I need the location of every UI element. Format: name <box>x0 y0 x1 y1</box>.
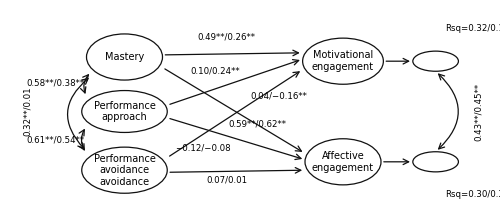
Ellipse shape <box>82 147 167 193</box>
Text: 0.58**/0.38**: 0.58**/0.38** <box>26 79 84 88</box>
Text: 0.04/−0.16**: 0.04/−0.16** <box>250 91 308 100</box>
Text: Performance
approach: Performance approach <box>94 101 156 122</box>
Ellipse shape <box>82 91 167 132</box>
Text: 0.49**/0.26**: 0.49**/0.26** <box>198 33 256 41</box>
Ellipse shape <box>302 38 384 84</box>
Text: 0.10/0.24**: 0.10/0.24** <box>190 66 240 75</box>
Text: Rsq=0.30/0.35: Rsq=0.30/0.35 <box>445 190 500 199</box>
Text: 0.59**/0.62**: 0.59**/0.62** <box>228 120 286 129</box>
Text: Performance
avoidance
avoidance: Performance avoidance avoidance <box>94 154 156 187</box>
Text: 0.61**/0.54**: 0.61**/0.54** <box>26 135 84 144</box>
Text: −0.12/−0.08: −0.12/−0.08 <box>175 144 231 153</box>
Circle shape <box>413 51 459 71</box>
Ellipse shape <box>86 34 162 80</box>
Text: Mastery: Mastery <box>105 52 144 62</box>
Circle shape <box>413 152 459 172</box>
Text: Affective
engagement: Affective engagement <box>312 151 374 173</box>
Text: 0.07/0.01: 0.07/0.01 <box>206 175 247 184</box>
Text: 0.32**/0.01: 0.32**/0.01 <box>22 87 32 136</box>
Text: Rsq=0.32/0.16: Rsq=0.32/0.16 <box>445 24 500 33</box>
Ellipse shape <box>305 139 381 185</box>
Text: 0.43**/0.45**: 0.43**/0.45** <box>474 83 483 140</box>
Text: Motivational
engagement: Motivational engagement <box>312 50 374 72</box>
